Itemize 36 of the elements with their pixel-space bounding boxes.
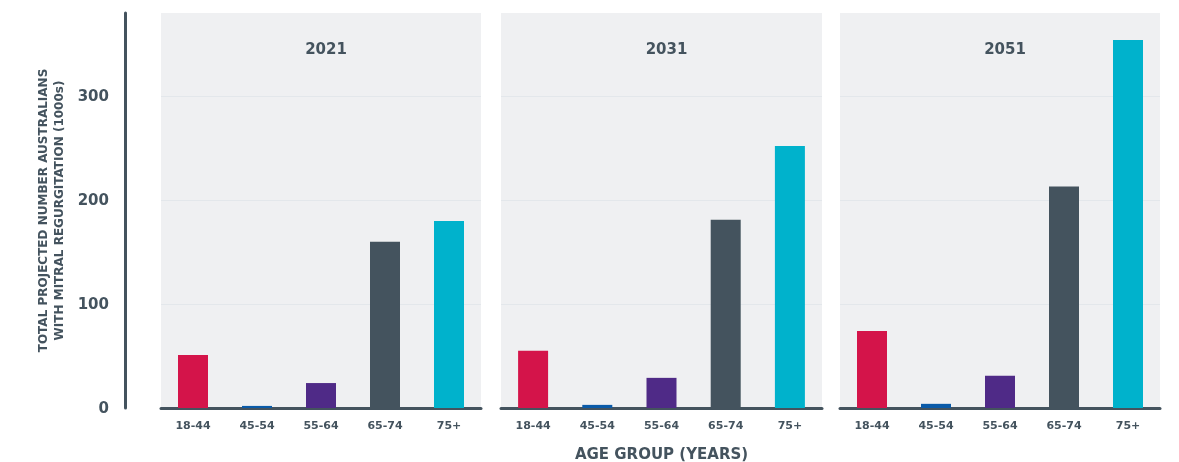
y-tick-label: 0 (98, 399, 109, 417)
bar (921, 403, 951, 408)
x-tick-label: 55-64 (982, 419, 1018, 432)
bar (774, 146, 805, 408)
x-tick-label: 45-54 (579, 419, 616, 432)
text: 2031 (645, 39, 688, 58)
bar (985, 375, 1015, 408)
x-tick-label: 45-54 (918, 419, 954, 432)
y-axis-title: TOTAL PROJECTED NUMBER AUSTRALIANS WITH MITRAL REGURGITATION (1000s) (35, 68, 66, 353)
x-tick-label: 65-74 (708, 419, 744, 432)
bar (1113, 40, 1143, 408)
bar (646, 377, 677, 408)
x-tick-label: 65-74 (1046, 419, 1082, 432)
bar (434, 220, 464, 408)
bar (582, 404, 613, 408)
x-tick-label: 45-54 (239, 419, 275, 432)
x-tick-label: 55-64 (303, 419, 339, 432)
bar (178, 354, 208, 408)
text: 2021 (305, 39, 347, 58)
x-tick-label: 18-44 (515, 419, 552, 432)
x-tick-label: 65-74 (367, 419, 403, 432)
bar (518, 350, 549, 408)
x-tick-label: 18-44 (854, 419, 890, 432)
x-tick-label: 75+ (777, 419, 803, 432)
bar (306, 383, 336, 408)
x-tick-label: 55-64 (643, 419, 680, 432)
y-tick-label: 200 (77, 191, 109, 210)
bar (857, 331, 887, 408)
bar (242, 405, 272, 408)
x-axis-title: AGE GROUP (YEARS) (574, 444, 749, 462)
y-tick-label: 100 (77, 295, 109, 314)
x-tick-label: 18-44 (175, 419, 211, 432)
x-tick-label: 75+ (1115, 419, 1141, 432)
y-tick-label: 300 (77, 87, 109, 106)
x-tick-label: 75+ (436, 419, 462, 432)
text: 2051 (984, 39, 1026, 58)
